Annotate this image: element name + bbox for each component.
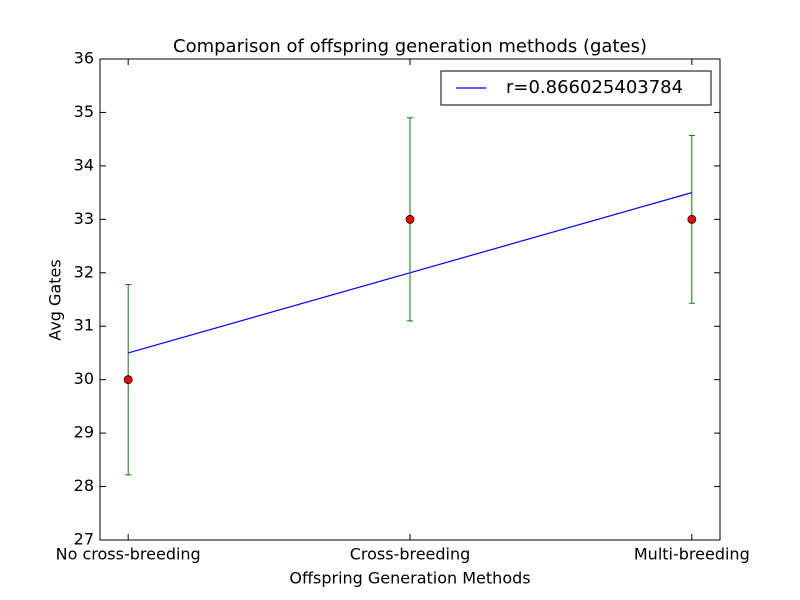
y-tick-label: 31 — [74, 316, 94, 335]
data-point — [123, 375, 133, 385]
y-axis-label: Avg Gates — [46, 259, 65, 340]
y-tick-label: 36 — [74, 49, 94, 68]
axes-frame — [99, 58, 721, 541]
y-tick-label: 34 — [74, 155, 94, 174]
y-tick-label: 28 — [74, 476, 94, 495]
y-tick-label: 35 — [74, 102, 94, 121]
y-tick-label: 27 — [74, 530, 94, 549]
y-tick-label: 33 — [74, 209, 94, 228]
x-tick-label: Cross-breeding — [350, 545, 471, 564]
y-tick-label: 30 — [74, 369, 94, 388]
y-tick-label: 32 — [74, 262, 94, 281]
chart-title: Comparison of offspring generation metho… — [173, 36, 647, 57]
x-tick-label: No cross-breeding — [56, 545, 201, 564]
data-point — [405, 214, 415, 224]
legend-box — [440, 70, 712, 106]
y-tick-label: 29 — [74, 423, 94, 442]
x-tick-label: Multi-breeding — [634, 545, 750, 564]
x-axis-label: Offspring Generation Methods — [289, 569, 530, 588]
data-point — [687, 214, 697, 224]
legend-label: r=0.866025403784 — [506, 77, 683, 98]
